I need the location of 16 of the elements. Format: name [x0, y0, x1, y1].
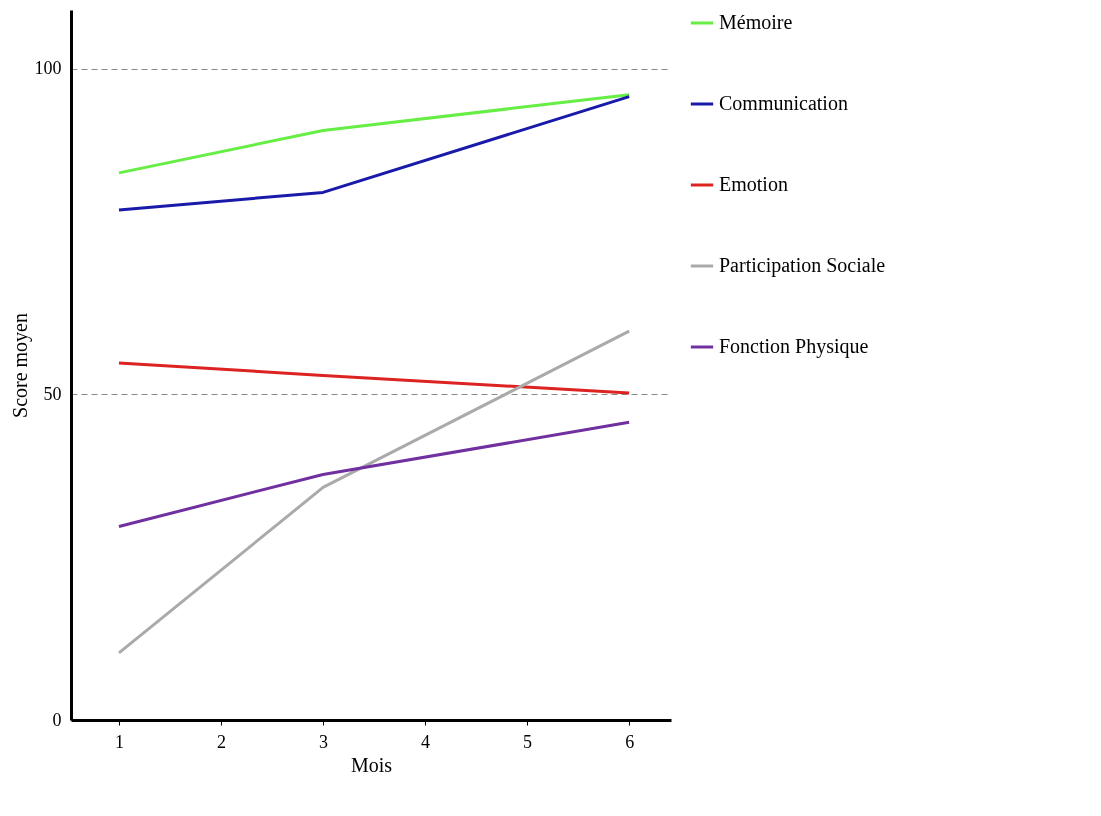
- legend-label: Mémoire: [719, 11, 793, 33]
- x-tick-label: 1: [114, 731, 124, 752]
- x-tick-label: 6: [625, 731, 635, 752]
- legend-label: Fonction Physique: [719, 335, 869, 358]
- x-axis-title: Mois: [350, 753, 393, 776]
- y-axis-title: Score moyen: [8, 313, 32, 418]
- y-tick-label: 0: [52, 709, 62, 730]
- legend-label: Emotion: [719, 173, 788, 195]
- legend-label: Participation Sociale: [719, 254, 886, 277]
- x-tick-label: 5: [523, 731, 533, 752]
- y-tick-label: 50: [43, 383, 62, 404]
- x-tick-label: 4: [421, 731, 431, 752]
- x-tick-label: 3: [319, 731, 329, 752]
- legend-label: Communication: [719, 92, 848, 114]
- y-tick-label: 100: [34, 58, 62, 79]
- x-tick-label: 2: [217, 731, 226, 752]
